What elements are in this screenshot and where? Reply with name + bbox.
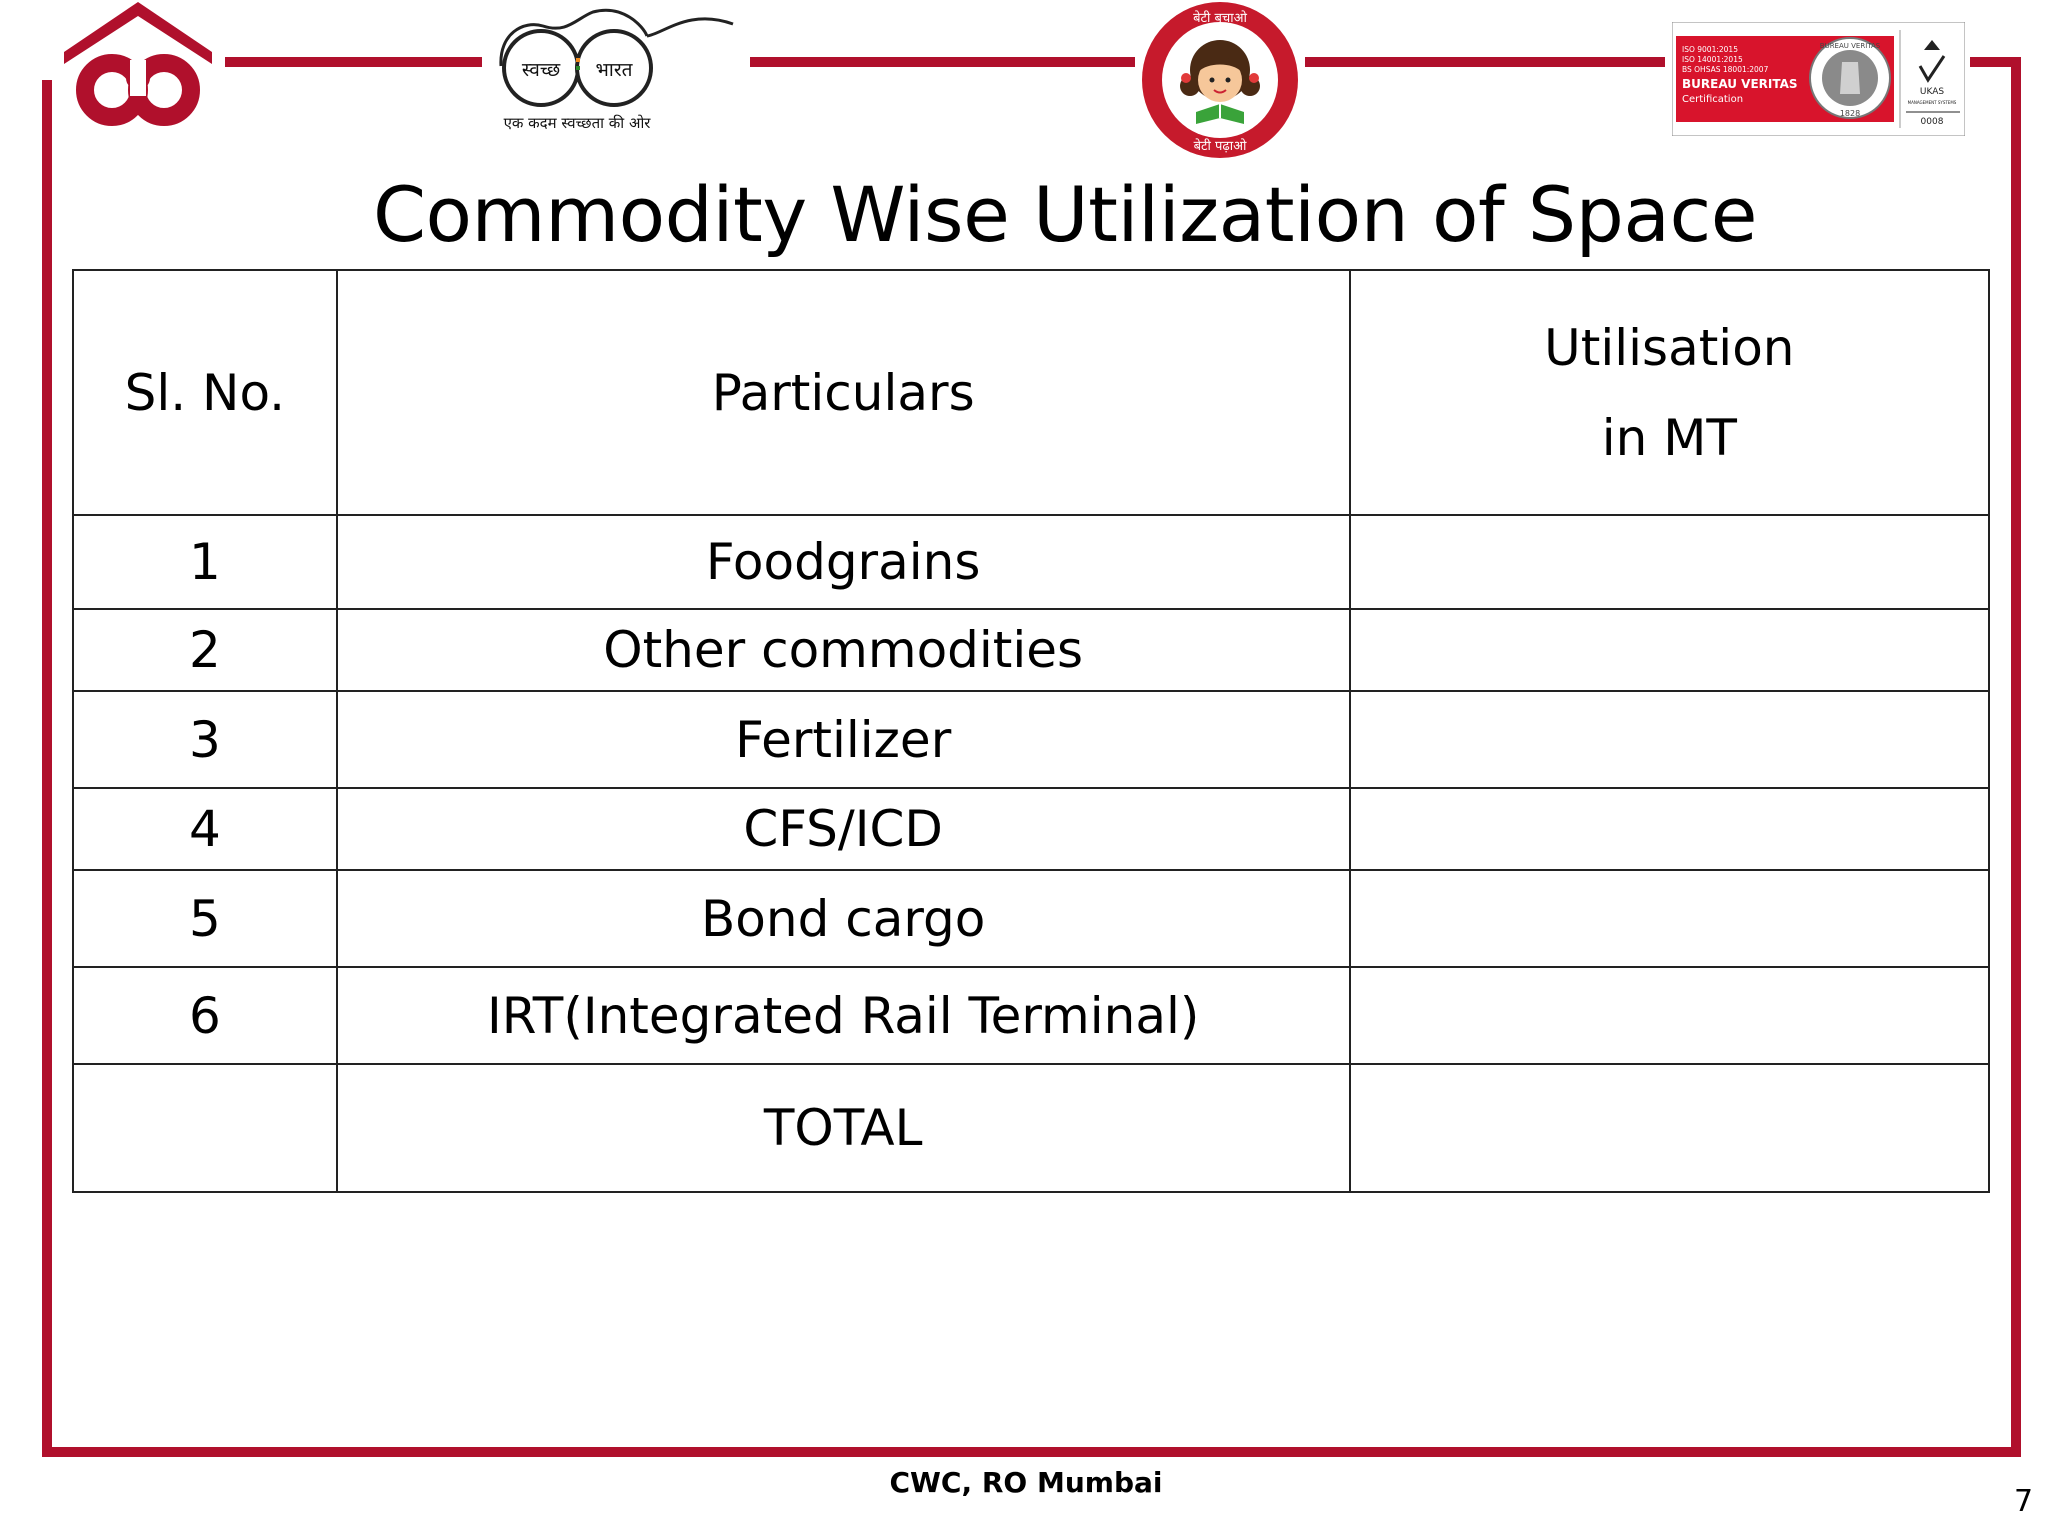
cell-utilisation <box>1348 608 1991 692</box>
cell-sl: 1 <box>72 514 338 610</box>
cell-utilisation <box>1348 690 1991 789</box>
footer-text: CWC, RO Mumbai <box>889 1466 1163 1499</box>
swachh-right-text: भारत <box>596 59 634 81</box>
beti-bottom-text: बेटी पढ़ाओ <box>1194 138 1248 154</box>
cell-utilisation <box>1348 787 1991 871</box>
cell-particular: Other commodities <box>335 608 1351 692</box>
cell-utilisation <box>1348 966 1991 1065</box>
cell-particular: TOTAL <box>335 1063 1351 1193</box>
bv-ring-text: BUREAU VERITAS <box>1820 42 1881 50</box>
ukas-number: 0008 <box>1921 117 1944 127</box>
swachh-bharat-logo: स्वच्छ भारत एक कदम स्वच्छता की ओर <box>499 8 734 132</box>
page-number: 7 <box>2014 1484 2034 1519</box>
header-utilisation-line2: in MT <box>1601 408 1737 467</box>
table-row: 4 CFS/ICD <box>72 787 1991 871</box>
cell-particular: Fertilizer <box>335 690 1351 789</box>
cell-utilisation <box>1348 514 1991 610</box>
header-particulars: Particulars <box>335 269 1351 516</box>
page-title: Commodity Wise Utilization of Space <box>372 170 1758 259</box>
bv-line-1: ISO 9001:2015 <box>1682 45 1738 54</box>
cell-sl: 4 <box>72 787 338 871</box>
cell-utilisation <box>1348 1063 1991 1193</box>
cell-particular: CFS/ICD <box>335 787 1351 871</box>
swachh-left-text: स्वच्छ <box>522 59 561 81</box>
bureau-veritas-certification: ISO 9001:2015 ISO 14001:2015 BS OHSAS 18… <box>1672 22 1965 136</box>
header-utilisation: Utilisation in MT <box>1348 269 1991 516</box>
bv-line-3: BS OHSAS 18001:2007 <box>1682 65 1769 74</box>
slide-frame <box>42 57 2021 1457</box>
cell-utilisation <box>1348 869 1991 968</box>
header-sl-no: Sl. No. <box>72 269 338 516</box>
table-row: 6 IRT(Integrated Rail Terminal) <box>72 966 1991 1065</box>
bv-year-text: 1828 <box>1840 109 1860 118</box>
ukas-sub-text: MANAGEMENT SYSTEMS <box>1908 100 1957 105</box>
cell-particular: Bond cargo <box>335 869 1351 968</box>
cell-particular: Foodgrains <box>335 514 1351 610</box>
cell-sl: 6 <box>72 966 338 1065</box>
table-row: 3 Fertilizer <box>72 690 1991 789</box>
ukas-text: UKAS <box>1920 87 1944 97</box>
commodity-table: Sl. No. Particulars Utilisation in MT 1 … <box>72 269 1991 1193</box>
table-row: 1 Foodgrains <box>72 514 1991 610</box>
cell-sl: 5 <box>72 869 338 968</box>
cell-particular: IRT(Integrated Rail Terminal) <box>335 966 1351 1065</box>
swachh-tagline: एक कदम स्वच्छता की ओर <box>504 114 652 132</box>
beti-bachao-logo: बेटी बचाओ बेटी पढ़ाओ <box>1142 2 1298 158</box>
cell-sl: 3 <box>72 690 338 789</box>
bv-line-5: Certification <box>1682 94 1743 105</box>
header-utilisation-line1: Utilisation <box>1544 318 1795 377</box>
cell-sl: 2 <box>72 608 338 692</box>
cwc-logo <box>64 2 212 126</box>
cell-sl <box>72 1063 338 1193</box>
beti-top-text: बेटी बचाओ <box>1193 10 1248 26</box>
bv-line-2: ISO 14001:2015 <box>1682 55 1743 64</box>
table-total-row: TOTAL <box>72 1063 1991 1193</box>
bv-line-4: BUREAU VERITAS <box>1682 77 1798 91</box>
table-row: 5 Bond cargo <box>72 869 1991 968</box>
table-header-row: Sl. No. Particulars Utilisation in MT <box>72 269 1991 516</box>
table-row: 2 Other commodities <box>72 608 1991 692</box>
